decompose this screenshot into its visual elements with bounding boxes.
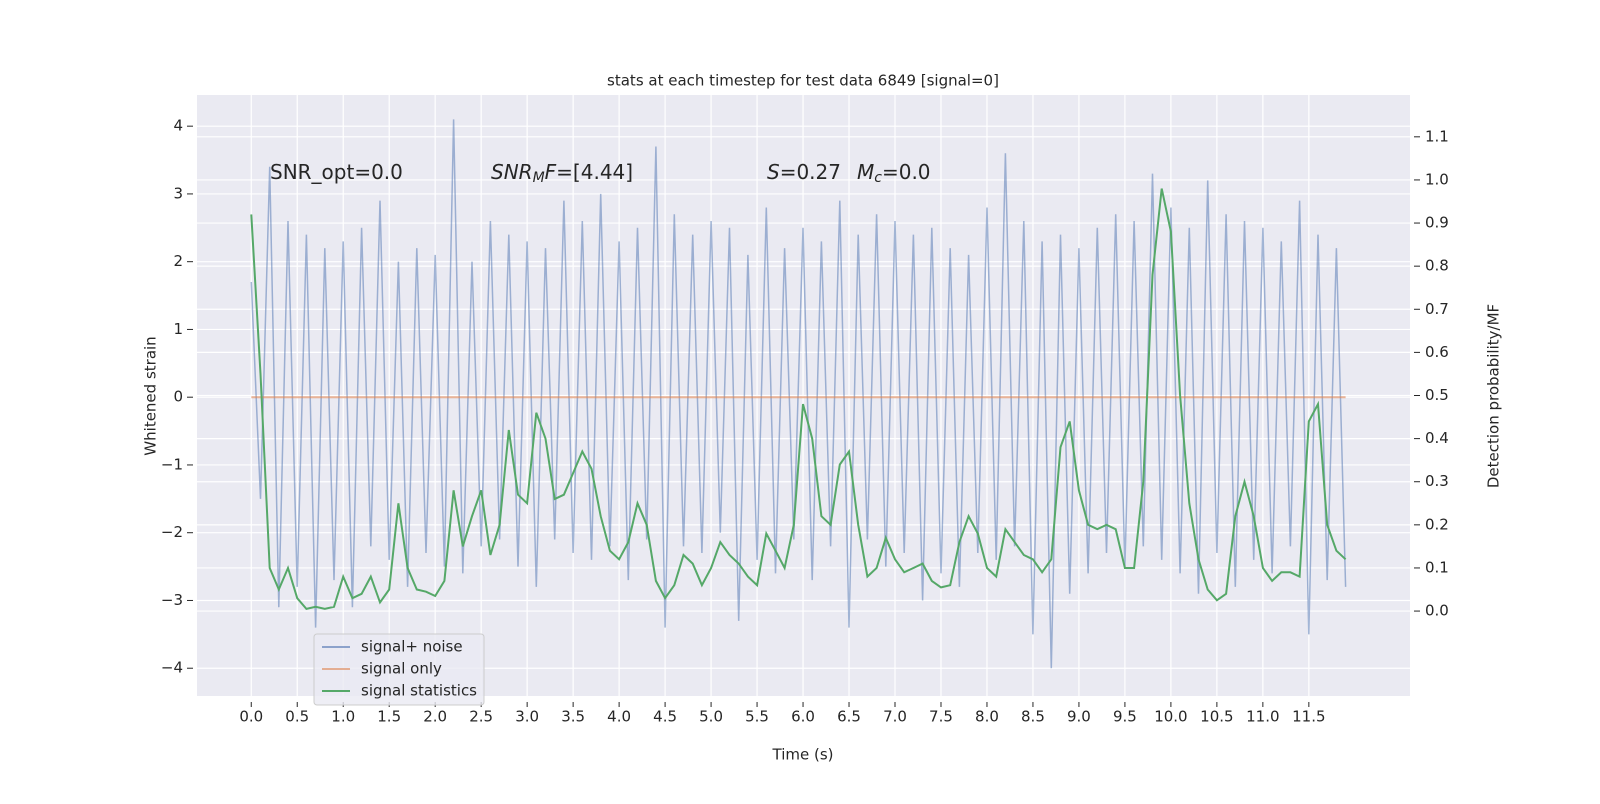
marks (250, 119, 1347, 669)
annotation-part: c (874, 170, 882, 186)
chart-title: stats at each timestep for test data 684… (607, 72, 999, 90)
x-tick-label: 1.5 (377, 708, 401, 726)
y2-tick-label: 0.4 (1425, 429, 1449, 447)
legend-label: signal+ noise (361, 638, 463, 656)
annotation: S=0.27 Mc=0.0 (767, 160, 931, 187)
x-tick-label: 2.5 (469, 708, 493, 726)
x-tick-label: 3.5 (561, 708, 585, 726)
x-axis-label: Time (s) (772, 746, 834, 764)
y-tick-label: −1 (161, 455, 183, 473)
annotation-part: M (857, 160, 874, 184)
annotation-part: SNR (491, 160, 533, 184)
x-tick-label: 9.5 (1113, 708, 1137, 726)
x-tick-label: 8.0 (975, 708, 999, 726)
y-tick-label: −3 (161, 591, 183, 609)
x-tick-label: 1.0 (331, 708, 355, 726)
x-tick-label: 9.0 (1067, 708, 1091, 726)
annotation: SNRMF=[4.44] (491, 160, 633, 187)
x-tick-label: 10.5 (1200, 708, 1233, 726)
x-tick-label: 4.5 (653, 708, 677, 726)
y2-tick-label: 0.2 (1425, 515, 1449, 533)
series-line (250, 188, 1347, 611)
grid (197, 95, 1410, 696)
y2-tick-label: 0.1 (1425, 558, 1449, 576)
y-tick-label: 1 (173, 320, 183, 338)
y2-tick-label: 0.7 (1425, 300, 1449, 318)
legend-label: signal statistics (361, 682, 477, 700)
x-tick-label: 0.5 (285, 708, 309, 726)
x-tick-label: 10.0 (1154, 708, 1187, 726)
x-tick-label: 6.0 (791, 708, 815, 726)
y2-tick-label: 0.8 (1425, 257, 1449, 275)
annotation-part: F (545, 160, 557, 184)
x-tick-label: 0.0 (239, 708, 263, 726)
y-tick-label: −4 (161, 659, 183, 677)
x-tick-label: 5.5 (745, 708, 769, 726)
y2-tick-label: 0.5 (1425, 386, 1449, 404)
x-tick-label: 3.0 (515, 708, 539, 726)
x-tick-label: 4.0 (607, 708, 631, 726)
x-tick-label: 7.0 (883, 708, 907, 726)
legend-label: signal only (361, 660, 442, 678)
y2-tick-label: 0.3 (1425, 472, 1449, 490)
series-line (250, 119, 1347, 669)
x-tick-label: 5.0 (699, 708, 723, 726)
y2-tick-label: 0.6 (1425, 343, 1449, 361)
y2-axis-label: Detection probability/MF (1485, 304, 1503, 488)
x-tick-label: 2.0 (423, 708, 447, 726)
x-tick-label: 8.5 (1021, 708, 1045, 726)
labels: 0.0 0.5 1.0 1.5 2.0 2.5 3.0 3.5 4.0 4.5 5.0 5.5 6.0 6… (161, 117, 1449, 726)
annotation-part: SNR_opt=0.0 (270, 160, 403, 184)
x-tick-label: 6.5 (837, 708, 861, 726)
annotation-part: =0.27 (780, 160, 841, 184)
annotation-part: S (767, 160, 780, 184)
y-axis-label: Whitened strain (142, 336, 160, 455)
annotation-part: =[4.44] (556, 160, 633, 184)
x-tick-label: 11.0 (1246, 708, 1279, 726)
annotation-part: M (533, 170, 545, 186)
y2-tick-label: 1.0 (1425, 170, 1449, 188)
legend-box (313, 633, 485, 706)
y2-tick-label: 0.0 (1425, 602, 1449, 620)
y-tick-label: 3 (173, 184, 183, 202)
y2-tick-label: 1.1 (1425, 127, 1449, 145)
y-tick-label: 4 (173, 117, 183, 135)
y-tick-label: 2 (173, 252, 183, 270)
x-tick-label: 7.5 (929, 708, 953, 726)
y-tick-label: 0 (173, 388, 183, 406)
annotation: SNR_opt=0.0 (270, 160, 403, 184)
x-tick-label: 11.5 (1292, 708, 1325, 726)
y-tick-label: −2 (161, 523, 183, 541)
annotation-part: =0.0 (882, 160, 931, 184)
y2-tick-label: 0.9 (1425, 214, 1449, 232)
